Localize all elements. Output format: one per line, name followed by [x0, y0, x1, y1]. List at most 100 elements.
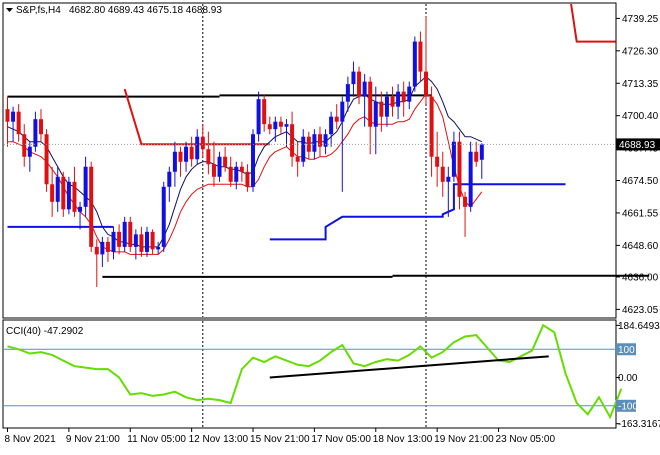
candle-body: [463, 196, 468, 207]
candle-body: [267, 124, 272, 130]
time-axis: 8 Nov 2021 9 Nov 21:00 11 Nov 05:00 12 Nov …: [5, 428, 555, 445]
candle-7: [44, 129, 49, 192]
cci-level-lines: [3, 348, 616, 407]
chart-symbol-title: S&P,fs,H4: [16, 5, 61, 16]
price-tick-label: 4674.50: [622, 176, 659, 187]
price-tick-label: 4648.60: [622, 241, 659, 252]
candle-63: [357, 66, 362, 105]
candle-21: [122, 216, 127, 252]
candle-49: [278, 116, 283, 135]
candle-8: [50, 166, 55, 217]
candle-42: [239, 161, 244, 182]
time-tick-label: 17 Nov 05:00: [311, 434, 371, 445]
candle-15: [89, 161, 94, 252]
candle-body: [150, 231, 155, 250]
candle-74: [418, 31, 423, 82]
candle-10: [61, 171, 66, 217]
candle-body: [295, 156, 300, 162]
candle-body: [22, 134, 27, 157]
candle-body: [239, 166, 244, 172]
candle-52: [295, 141, 300, 177]
candle-body: [457, 141, 462, 197]
candle-48: [273, 116, 278, 142]
candle-body: [262, 99, 267, 125]
candle-38: [217, 151, 222, 182]
candle-body: [390, 96, 395, 107]
candle-body: [184, 146, 189, 162]
candle-44: [251, 129, 256, 192]
candle-body: [189, 146, 194, 160]
candle-body: [33, 119, 38, 147]
candle-body: [172, 151, 177, 172]
candle-50: [284, 119, 289, 147]
candle-body: [340, 101, 345, 122]
price-tick-label: 4713.35: [622, 79, 659, 90]
candle-19: [111, 226, 116, 260]
candle-body: [223, 156, 228, 167]
candle-body: [38, 119, 43, 135]
candle-82: [463, 191, 468, 237]
time-tick-label: 11 Nov 05:00: [127, 434, 186, 445]
candle-body: [228, 166, 233, 182]
price-tick-label: 4636.00: [622, 272, 659, 283]
candle-body: [345, 84, 350, 102]
red-level-1: [570, 3, 616, 43]
candle-body: [161, 186, 166, 247]
candle-body: [424, 71, 428, 97]
candle-73: [412, 36, 417, 92]
candle-24: [139, 226, 144, 257]
cci-tick-label: -163.3167: [618, 419, 660, 430]
price-tick-label: 4661.55: [622, 208, 659, 219]
candle-body: [156, 246, 161, 250]
candle-4: [27, 141, 32, 172]
candle-body: [407, 86, 412, 102]
candle-64: [362, 74, 367, 127]
candle-body: [195, 136, 200, 160]
cci-line-0: [7, 323, 623, 420]
candle-37: [211, 141, 216, 187]
price-tick-label: 4623.05: [622, 305, 659, 316]
last-price-tag-background: [616, 138, 660, 151]
candle-36: [206, 131, 211, 175]
candle-body: [323, 134, 328, 147]
time-tick-label: 15 Nov 21:00: [250, 434, 310, 445]
candle-body: [122, 221, 127, 247]
candle-12: [72, 166, 77, 217]
candle-body: [334, 116, 339, 122]
time-tick-label: 8 Nov 2021: [5, 434, 57, 445]
candle-body: [167, 171, 172, 187]
candle-13: [78, 201, 83, 230]
candle-body: [200, 136, 205, 150]
candle-body: [306, 136, 311, 152]
candle-body: [290, 124, 295, 157]
candle-body: [44, 134, 49, 185]
candle-78: [440, 151, 445, 197]
collapse-triangle-icon[interactable]: [6, 8, 13, 12]
chart-title-row: S&P,fs,H4 4682.80 4689.43 4675.18 4688.9…: [6, 5, 222, 16]
candle-6: [38, 109, 43, 142]
candle-47: [267, 116, 272, 135]
candle-3: [22, 124, 27, 167]
candle-body: [373, 101, 378, 127]
candle-body: [435, 156, 440, 167]
candle-body: [100, 241, 105, 255]
time-tick-label: 18 Nov 13:00: [373, 434, 433, 445]
candle-33: [189, 136, 194, 167]
cci-tick-label: 184.6493: [618, 321, 660, 332]
candle-0: [5, 96, 10, 147]
candle-body: [211, 164, 216, 177]
candle-67: [379, 91, 384, 132]
candle-body: [11, 111, 16, 122]
candle-23: [133, 229, 138, 260]
candle-81: [457, 131, 462, 210]
candle-body: [206, 149, 211, 165]
price-panel-frame: [2, 2, 617, 319]
candle-body: [429, 96, 434, 157]
candle-68: [384, 91, 389, 127]
candle-17: [100, 236, 105, 267]
candle-55: [312, 129, 317, 160]
candle-body: [89, 166, 94, 247]
candle-18: [105, 236, 110, 262]
candle-70: [396, 84, 401, 120]
candle-body: [284, 124, 289, 127]
